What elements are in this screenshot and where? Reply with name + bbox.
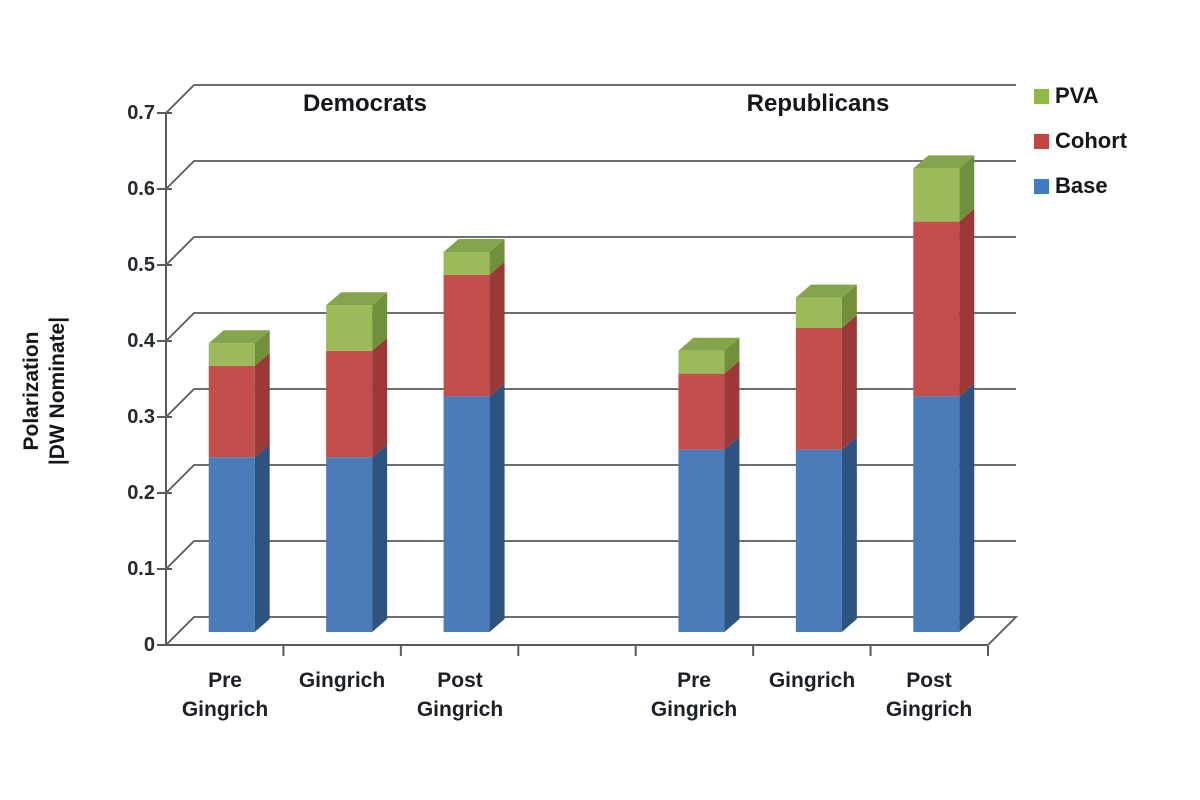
legend-item-base: Base (1034, 172, 1127, 200)
x-label-line2: Gingrich (416, 698, 504, 721)
y-axis-tick-label: 0.3 (127, 406, 155, 428)
group-title-democrats: Democrats (302, 90, 428, 117)
bar-segment-top (326, 292, 388, 306)
legend-item-cohort: Cohort (1034, 127, 1127, 155)
legend-item-pva: PVA (1034, 82, 1127, 110)
bar-segment-side (959, 208, 975, 397)
bar-segment-cohort (795, 328, 842, 450)
bar-segment-base (795, 449, 842, 632)
bar-segment-side (724, 360, 740, 450)
gridline (165, 312, 1016, 342)
bar-segment-base (326, 457, 373, 632)
x-axis-category-label: Post Gingrich (849, 666, 1009, 724)
x-label-line2: Gingrich (650, 698, 738, 721)
bar-segment-side (489, 239, 505, 275)
y-axis-tick-label: 0.5 (127, 254, 155, 276)
x-axis-category-label: Post Gingrich (380, 666, 540, 724)
bar-segment-cohort (678, 373, 725, 450)
bar-segment-base (443, 396, 490, 632)
legend-label-pva: PVA (1055, 83, 1099, 108)
x-axis-category-label: Pre Gingrich (614, 666, 774, 724)
y-axis-tick-label: 0.6 (127, 178, 155, 200)
gridline (165, 540, 1016, 570)
bar-segment-base (208, 457, 255, 632)
y-axis-tick-label: 0 (143, 634, 155, 656)
y-axis-tick-label: 0.7 (127, 102, 155, 124)
y-axis-tick-label: 0.4 (127, 330, 155, 352)
bar-segment-top (795, 284, 857, 298)
legend-swatch-cohort (1034, 133, 1049, 149)
bar-segment-side (959, 383, 975, 632)
x-label-line1: Post (906, 669, 952, 692)
x-label-line2: Gingrich (885, 698, 973, 721)
bar-segment-side (841, 315, 857, 450)
gridline (165, 388, 1016, 418)
bar-segment-base (678, 449, 725, 632)
x-axis-category-label: Gingrich (262, 666, 422, 695)
bar-segment-pva (326, 305, 373, 351)
bar-segment-top (443, 239, 505, 252)
bar-segment-cohort (443, 274, 490, 397)
x-label-line1: Gingrich (768, 669, 856, 692)
y-axis-tick-label: 0.1 (127, 558, 155, 580)
bar-segment-side (254, 330, 270, 366)
bar-segment-pva (913, 168, 960, 222)
bar-segment-cohort (913, 221, 960, 397)
gridline (165, 464, 1016, 494)
group-title-republicans: Republicans (746, 90, 890, 117)
gridline (165, 160, 1016, 190)
bar-segment-cohort (326, 350, 373, 458)
y-axis-tick-label: 0.2 (127, 482, 155, 504)
bar-segment-side (724, 436, 740, 632)
bar-segment-side (841, 436, 857, 632)
bar-segment-pva (443, 252, 490, 275)
bar-segment-side (254, 353, 270, 458)
x-axis-category-label: Gingrich (732, 666, 892, 695)
x-label-line1: Pre (208, 669, 242, 692)
bar-segment-base (913, 396, 960, 632)
legend: PVA Cohort Base (1034, 82, 1127, 200)
legend-swatch-base (1034, 178, 1049, 194)
bar-segment-side (959, 155, 975, 222)
x-label-line2: Gingrich (181, 698, 269, 721)
bar-segment-cohort (208, 366, 255, 458)
bar-segment-pva (795, 297, 842, 328)
x-label-line1: Post (437, 669, 483, 692)
x-axis-category-label: Pre Gingrich (145, 666, 305, 724)
bar-segment-side (724, 337, 740, 374)
bar-segment-top (208, 330, 270, 344)
bar-segment-top (678, 337, 740, 351)
legend-label-cohort: Cohort (1055, 128, 1128, 153)
bar-segment-side (489, 383, 505, 632)
bar-segment-pva (208, 343, 255, 366)
floor-outline (165, 616, 1019, 646)
bar-segment-top (913, 155, 975, 169)
bar-segment-side (372, 292, 388, 351)
legend-label-base: Base (1055, 173, 1108, 198)
bar-segment-side (254, 444, 270, 632)
y-axis-title-line1: Polarization (20, 331, 43, 451)
bar-segment-pva (678, 350, 725, 374)
bar-segment-side (372, 337, 388, 458)
x-label-line1: Gingrich (298, 669, 386, 692)
bar-segment-side (841, 284, 857, 328)
x-label-line1: Pre (677, 669, 711, 692)
legend-swatch-pva (1034, 88, 1049, 104)
bar-segment-side (372, 444, 388, 632)
gridline (165, 236, 1016, 266)
bar-segment-side (489, 261, 505, 397)
